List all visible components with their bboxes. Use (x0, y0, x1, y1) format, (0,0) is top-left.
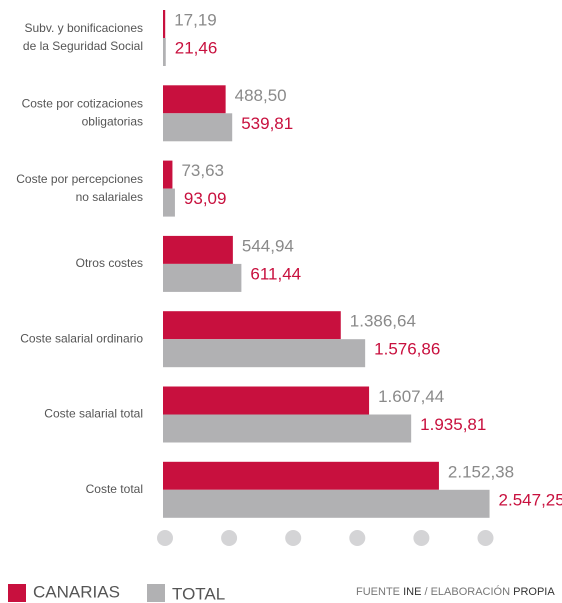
bar (163, 339, 366, 368)
bar (163, 311, 341, 340)
x-tick-dot (157, 530, 173, 546)
value-label: 21,46 (175, 38, 218, 57)
legend-label: CANARIAS (33, 582, 120, 601)
value-label: 1.607,44 (378, 387, 444, 406)
source-part: / ELABORACIÓN (421, 585, 513, 598)
bar (163, 188, 175, 217)
source-part: PROPIA (513, 586, 555, 598)
source: FUENTE INE / ELABORACIÓN PROPIA (356, 585, 555, 598)
value-label: 611,44 (250, 264, 301, 283)
bar (163, 113, 233, 142)
bar (163, 461, 439, 490)
legend-label: TOTAL (172, 584, 225, 603)
category-label: Coste salarial total (44, 407, 143, 421)
source-part: INE (403, 586, 421, 598)
category-label: Otros costes (76, 256, 143, 270)
category-label: Coste salarial ordinario (20, 331, 143, 345)
category-label: Coste total (86, 482, 143, 496)
value-label: 544,94 (242, 236, 294, 255)
bar (163, 38, 166, 66)
x-tick-dot (349, 530, 366, 546)
source-part: FUENTE (356, 586, 403, 598)
value-label: 1.386,64 (350, 312, 416, 331)
bar (163, 489, 490, 518)
category-label: de la Seguridad Social (23, 39, 143, 53)
bar (163, 160, 173, 189)
x-tick-dot (477, 530, 494, 546)
x-tick-dot (285, 530, 302, 546)
value-label: 539,81 (241, 114, 293, 133)
value-label: 93,09 (184, 189, 227, 208)
value-label: 2.547,25 (499, 490, 562, 509)
x-tick-dot (221, 530, 238, 546)
category-label: obligatorias (82, 114, 143, 128)
bar (163, 235, 233, 264)
bar (163, 414, 412, 443)
bar (163, 263, 242, 292)
value-label: 1.576,86 (374, 340, 440, 359)
category-label: Coste por cotizaciones (22, 96, 143, 110)
category-label: Subv. y bonificaciones (24, 21, 143, 35)
value-label: 17,19 (174, 10, 217, 29)
legend-swatch (147, 584, 165, 602)
category-label: no salariales (76, 190, 143, 204)
value-label: 1.935,81 (420, 415, 486, 434)
bar (163, 386, 370, 415)
value-label: 2.152,38 (448, 462, 514, 481)
category-label: Coste por percepciones (16, 172, 143, 186)
bar (163, 10, 166, 38)
value-label: 73,63 (181, 161, 224, 180)
bar (163, 85, 226, 114)
x-tick-dot (413, 530, 430, 546)
value-label: 488,50 (235, 86, 287, 105)
legend-swatch (8, 584, 26, 602)
